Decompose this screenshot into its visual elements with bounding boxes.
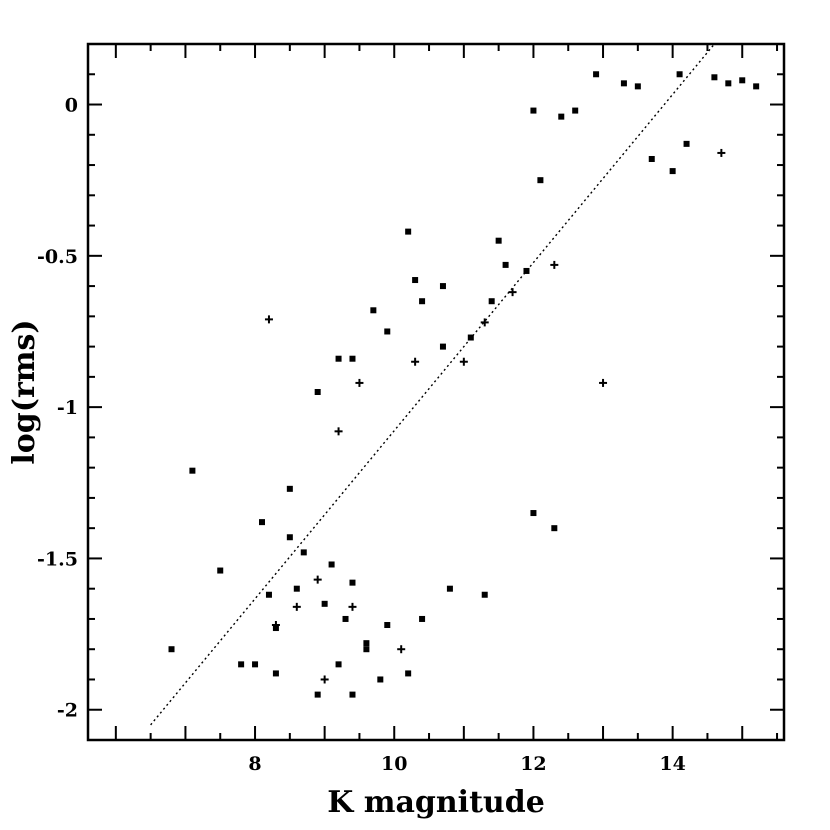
data-point bbox=[405, 670, 412, 677]
data-point bbox=[530, 510, 537, 517]
data-point bbox=[314, 691, 321, 698]
data-point bbox=[495, 237, 502, 244]
data-point bbox=[363, 646, 370, 653]
data-point bbox=[739, 77, 746, 84]
data-point bbox=[412, 277, 419, 284]
data-point bbox=[676, 71, 683, 78]
data-point bbox=[286, 485, 293, 492]
data-point-plus bbox=[271, 621, 280, 630]
data-point bbox=[168, 646, 175, 653]
data-point bbox=[405, 228, 412, 235]
data-point bbox=[419, 615, 426, 622]
data-point bbox=[349, 579, 356, 586]
data-point-plus bbox=[348, 602, 357, 611]
data-point bbox=[293, 585, 300, 592]
data-point-plus bbox=[264, 315, 273, 324]
data-point bbox=[683, 140, 690, 147]
axis-ticks bbox=[88, 43, 784, 741]
data-point bbox=[363, 640, 370, 647]
scatter-points bbox=[168, 71, 760, 698]
data-point bbox=[446, 585, 453, 592]
data-point bbox=[488, 298, 495, 305]
data-point bbox=[725, 80, 732, 87]
y-axis-label: log(rms) bbox=[7, 319, 42, 464]
plot-frame bbox=[86, 42, 786, 742]
data-point-plus bbox=[550, 260, 559, 269]
data-point bbox=[321, 600, 328, 607]
data-point bbox=[349, 691, 356, 698]
data-point bbox=[419, 298, 426, 305]
data-point bbox=[238, 661, 245, 668]
data-point-plus bbox=[411, 357, 420, 366]
data-point bbox=[259, 519, 265, 526]
data-point bbox=[328, 561, 335, 568]
data-point-plus bbox=[459, 357, 468, 366]
data-point-plus bbox=[334, 427, 343, 436]
y-tick-label: -1.5 bbox=[37, 548, 78, 570]
data-point-plus bbox=[508, 288, 517, 297]
data-point bbox=[370, 307, 377, 314]
data-point bbox=[349, 355, 356, 362]
data-point bbox=[439, 343, 446, 350]
data-point bbox=[384, 622, 391, 629]
reference-dotted-line bbox=[150, 43, 715, 726]
data-point bbox=[252, 661, 259, 668]
data-point bbox=[593, 71, 600, 78]
data-point bbox=[502, 261, 509, 268]
data-point-plus bbox=[355, 378, 364, 387]
x-tick-label: 12 bbox=[520, 753, 546, 775]
data-point bbox=[481, 591, 488, 598]
data-point bbox=[314, 389, 321, 395]
data-point bbox=[572, 107, 579, 114]
data-point bbox=[530, 107, 537, 114]
data-point bbox=[551, 525, 558, 532]
data-point-plus bbox=[480, 318, 489, 327]
data-point bbox=[439, 283, 446, 290]
data-point bbox=[272, 670, 279, 677]
data-point bbox=[384, 328, 391, 335]
data-point bbox=[648, 155, 655, 162]
data-point bbox=[669, 168, 676, 175]
data-point-plus bbox=[320, 675, 329, 684]
data-point-plus bbox=[717, 148, 726, 157]
data-point bbox=[335, 355, 342, 362]
data-point bbox=[300, 549, 307, 556]
data-point-plus bbox=[599, 378, 608, 387]
x-tick-label: 14 bbox=[659, 753, 685, 775]
y-tick-label: 0 bbox=[65, 95, 78, 117]
data-point-plus bbox=[313, 575, 322, 584]
data-point bbox=[467, 334, 474, 341]
x-tick-label: 8 bbox=[248, 753, 261, 775]
data-point bbox=[286, 534, 293, 541]
y-tick-label: -0.5 bbox=[37, 246, 78, 268]
x-axis-label: K magnitude bbox=[327, 785, 545, 820]
data-point bbox=[634, 83, 641, 90]
data-point bbox=[558, 113, 565, 120]
data-point bbox=[523, 267, 530, 274]
data-point bbox=[537, 177, 544, 184]
data-point bbox=[265, 591, 272, 598]
data-point bbox=[753, 83, 760, 90]
data-point bbox=[217, 567, 224, 574]
tick-labels: 8 10 12 14 0 -0.5 -1 -1.5 -2 bbox=[37, 95, 686, 775]
data-point bbox=[342, 615, 349, 622]
data-point bbox=[335, 661, 342, 668]
data-point bbox=[377, 676, 384, 683]
data-point bbox=[189, 467, 196, 474]
data-point-plus bbox=[397, 645, 406, 654]
x-tick-label: 10 bbox=[381, 753, 407, 775]
y-tick-label: -1 bbox=[57, 397, 78, 419]
data-point bbox=[711, 74, 718, 81]
data-point-plus bbox=[292, 602, 301, 611]
y-tick-label: -2 bbox=[57, 700, 78, 722]
data-point bbox=[620, 80, 627, 87]
